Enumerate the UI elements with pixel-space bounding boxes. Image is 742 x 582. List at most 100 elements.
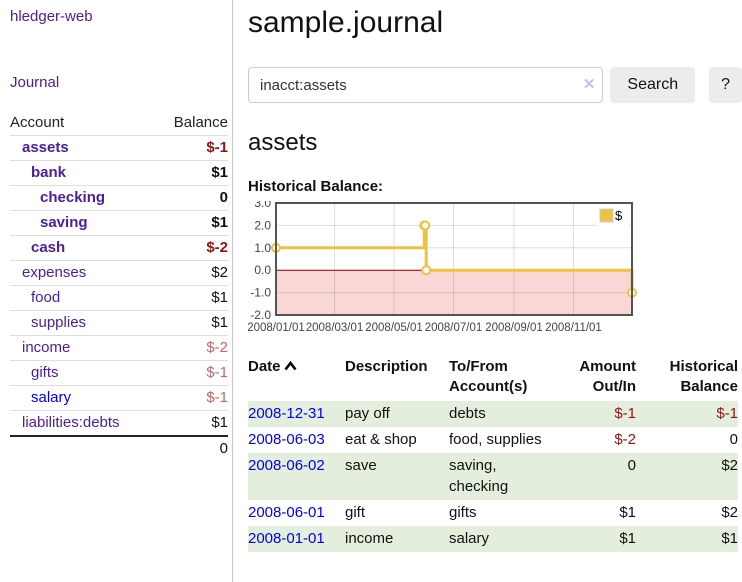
search-input-wrap: ✕ (248, 67, 604, 103)
register-table: Date Description To/From Account(s) Amou… (248, 355, 738, 552)
register-row[interactable]: 2008-06-02 save saving, checking 0 $2 (248, 453, 738, 500)
svg-text:2.0: 2.0 (254, 218, 271, 232)
svg-text:2008/11/01: 2008/11/01 (545, 322, 602, 334)
register-row[interactable]: 2008-12-31 pay off debts $-1 $-1 (248, 401, 738, 427)
search-input[interactable] (248, 67, 604, 103)
account-row: saving $1 (10, 210, 228, 236)
transaction-date-link[interactable]: 2008-01-01 (248, 530, 325, 547)
account-row: bank $1 (10, 160, 228, 186)
transaction-amount: $-1 (614, 405, 636, 422)
svg-text:0.0: 0.0 (254, 263, 271, 277)
account-row: gifts $-1 (10, 360, 228, 386)
register-row[interactable]: 2008-01-01 income salary $1 $1 (248, 526, 738, 552)
transaction-balance: 0 (729, 431, 738, 448)
transaction-accounts: food, supplies (449, 431, 542, 448)
svg-text:-1.0: -1.0 (250, 286, 271, 300)
transaction-balance: $1 (721, 530, 738, 547)
transaction-amount: $-2 (614, 431, 636, 448)
account-balance: $1 (155, 160, 228, 186)
svg-text:3.0: 3.0 (254, 201, 271, 210)
transaction-date-link[interactable]: 2008-06-01 (248, 504, 325, 521)
search-bar: ✕ Search ? (248, 67, 742, 103)
accounts-total-row: 0 (10, 435, 228, 461)
sidebar-account-liabilities-debts[interactable]: liabilities:debts (22, 414, 120, 431)
account-balance: $2 (155, 260, 228, 286)
svg-text:2008/03/01: 2008/03/01 (306, 322, 364, 334)
account-row: income $-2 (10, 335, 228, 361)
sidebar-account-saving[interactable]: saving (40, 214, 88, 231)
col-header-date[interactable]: Date (248, 355, 345, 401)
transaction-accounts: salary (449, 530, 490, 547)
transaction-date-link[interactable]: 2008-06-03 (248, 431, 325, 448)
app-brand-link[interactable]: hledger-web (10, 8, 93, 25)
historical-balance-chart: $3.0 2.0 1.0 0.0 -1.0 -2.0 2008/01/01 2008/03/0… (248, 201, 742, 335)
account-balance: $-2 (155, 335, 228, 361)
account-balance: $1 (155, 310, 228, 336)
sidebar-account-supplies[interactable]: supplies (31, 314, 87, 331)
register-row[interactable]: 2008-06-03 eat & shop food, supplies $-2… (248, 427, 738, 453)
accounts-col-header: Account (10, 111, 156, 136)
transaction-description: eat & shop (345, 431, 417, 448)
sidebar-account-checking[interactable]: checking (40, 189, 106, 206)
transaction-amount: $1 (619, 530, 636, 547)
main-content: sample.journal ✕ Search ? assets Histori… (233, 0, 742, 582)
svg-text:2008/09/01: 2008/09/01 (485, 322, 543, 334)
sidebar: hledger-web Journal Account Balance asse… (0, 0, 233, 582)
svg-text:$: $ (615, 208, 623, 223)
transaction-description: save (345, 457, 377, 474)
sidebar-account-salary[interactable]: salary (31, 389, 72, 406)
col-header-accounts: To/From Account(s) (449, 358, 528, 395)
svg-text:2008/01/01: 2008/01/01 (248, 322, 305, 334)
col-header-balance: Historical Balance (669, 358, 738, 395)
caret-up-icon (283, 361, 297, 371)
accounts-header-row: Account Balance (10, 111, 228, 136)
chart-title: Historical Balance: (248, 178, 384, 195)
transaction-accounts: debts (449, 405, 486, 422)
account-balance: $1 (155, 410, 228, 437)
sidebar-account-cash[interactable]: cash (31, 239, 66, 256)
account-balance: 0 (155, 185, 228, 211)
transaction-balance: $2 (721, 457, 738, 474)
account-balance: $-1 (155, 385, 228, 411)
sidebar-account-bank[interactable]: bank (31, 164, 67, 181)
balance-col-header: Balance (155, 111, 228, 136)
accounts-balance-table: Account Balance assets $-1 bank $1 check… (10, 111, 228, 461)
help-button[interactable]: ? (709, 67, 742, 103)
account-row: expenses $2 (10, 260, 228, 286)
accounts-total-value: 0 (155, 435, 228, 461)
transaction-date-link[interactable]: 2008-12-31 (248, 405, 325, 422)
account-heading: assets (248, 129, 318, 156)
svg-text:2008/07/01: 2008/07/01 (425, 322, 483, 334)
svg-text:2008/05/01: 2008/05/01 (365, 322, 423, 334)
account-balance: $1 (155, 285, 228, 311)
col-header-amount: Amount Out/In (579, 358, 636, 395)
page-title: sample.journal (248, 6, 444, 39)
register-row[interactable]: 2008-06-01 gift gifts $1 $2 (248, 500, 738, 526)
account-balance: $1 (155, 210, 228, 236)
transaction-date-link[interactable]: 2008-06-02 (248, 457, 325, 474)
transaction-amount: $1 (619, 504, 636, 521)
col-header-description: Description (345, 358, 428, 375)
sidebar-account-assets[interactable]: assets (22, 139, 69, 156)
transaction-accounts: saving, checking (449, 457, 509, 495)
sidebar-item-journal[interactable]: Journal (10, 74, 60, 91)
sidebar-account-expenses[interactable]: expenses (22, 264, 87, 281)
transaction-description: pay off (345, 405, 390, 422)
transaction-balance: $2 (721, 504, 738, 521)
transaction-description: gift (345, 504, 366, 521)
account-row: supplies $1 (10, 310, 228, 336)
sidebar-account-gifts[interactable]: gifts (31, 364, 59, 381)
search-button[interactable]: Search (610, 67, 696, 103)
account-row: liabilities:debts $1 (10, 410, 228, 437)
account-row: checking 0 (10, 185, 228, 211)
sidebar-account-food[interactable]: food (31, 289, 61, 306)
sidebar-account-income[interactable]: income (22, 339, 71, 356)
account-row: cash $-2 (10, 235, 228, 261)
account-row: salary $-1 (10, 385, 228, 411)
clear-search-icon[interactable]: ✕ (582, 76, 596, 93)
transaction-balance: $-1 (716, 405, 738, 422)
account-balance: $-1 (155, 360, 228, 386)
account-balance: $-2 (155, 235, 228, 261)
register-header-row: Date Description To/From Account(s) Amou… (248, 355, 738, 401)
